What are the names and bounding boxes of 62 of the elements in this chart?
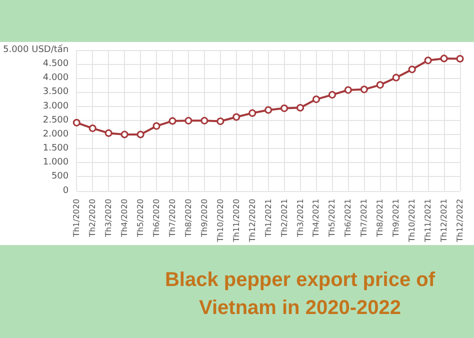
x-tick-label: Th10/2021: [408, 198, 417, 244]
point: [152, 122, 160, 130]
y-tick-label: 3.000: [42, 101, 69, 112]
x-tick-label: Th12/2020: [248, 198, 257, 244]
point: [312, 96, 320, 104]
x-tick-label: Th8/2021: [376, 198, 385, 238]
x-tick-label: Th12/2022: [456, 198, 464, 244]
point: [72, 118, 80, 126]
point: [344, 86, 352, 94]
point: [200, 116, 208, 124]
y-tick-label: 1.500: [42, 144, 69, 154]
x-tick-label: Th3/2020: [104, 198, 114, 238]
point: [248, 109, 256, 117]
point: [88, 124, 96, 132]
x-tick-label: Th7/2021: [360, 198, 369, 238]
point: [440, 54, 448, 62]
y-tick-label: 4.000: [42, 73, 69, 84]
point: [216, 118, 224, 125]
point: [408, 66, 416, 74]
x-tick-label: Th6/2020: [152, 198, 162, 238]
point: [184, 116, 192, 124]
x-tick-label: Th5/2021: [328, 198, 337, 238]
y-tick-label: 5.000 USD/tấn: [2, 44, 69, 55]
x-tick-label: Th9/2021: [392, 198, 401, 238]
x-tick-label: Th11/2021: [424, 198, 433, 244]
point: [360, 86, 368, 94]
y-tick-label: 4.500: [42, 59, 69, 70]
x-tick-label: Th10/2020: [216, 198, 225, 244]
x-tick-label: Th9/2020: [200, 198, 209, 238]
point: [232, 113, 240, 121]
point: [424, 56, 432, 64]
point: [328, 91, 336, 99]
y-tick-label: 3.500: [42, 87, 69, 98]
x-tick-label: Th11/2020: [232, 198, 241, 244]
point: [392, 74, 400, 82]
point: [280, 104, 288, 112]
point: [456, 54, 464, 62]
x-tick-label: Th4/2020: [120, 198, 130, 238]
y-tick-label: 2.000: [42, 129, 69, 140]
y-tick-label: 0: [62, 186, 69, 196]
text: Black pepper export price of Vietnam in 2020-2022: [164, 268, 436, 321]
x-tick-label: Th7/2020: [168, 198, 177, 238]
point: [168, 117, 176, 125]
x-tick-label: Th6/2021: [344, 198, 353, 238]
x-tick-label: Th1/2021: [264, 198, 273, 238]
x-tick-label: Th1/2020: [72, 198, 82, 238]
x-tick-label: Th4/2021: [312, 198, 321, 238]
x-tick-label: Th5/2020: [136, 198, 146, 238]
point: [296, 104, 304, 112]
x-tick-label: Th12/2021: [440, 198, 449, 244]
x-tick-label: Th2/2021: [280, 198, 289, 238]
point: [264, 106, 272, 114]
y-tick-label: 500: [51, 172, 69, 182]
point: [136, 130, 144, 138]
x-tick-label: Th3/2021: [296, 198, 305, 238]
point: [104, 129, 112, 137]
y-tick-label: 2.500: [42, 115, 69, 126]
point: [120, 130, 128, 138]
point: [376, 81, 384, 89]
x-tick-label: Th8/2020: [184, 198, 193, 238]
x-tick-label: Th2/2020: [88, 198, 98, 238]
y-tick-label: 1.000: [42, 158, 69, 168]
